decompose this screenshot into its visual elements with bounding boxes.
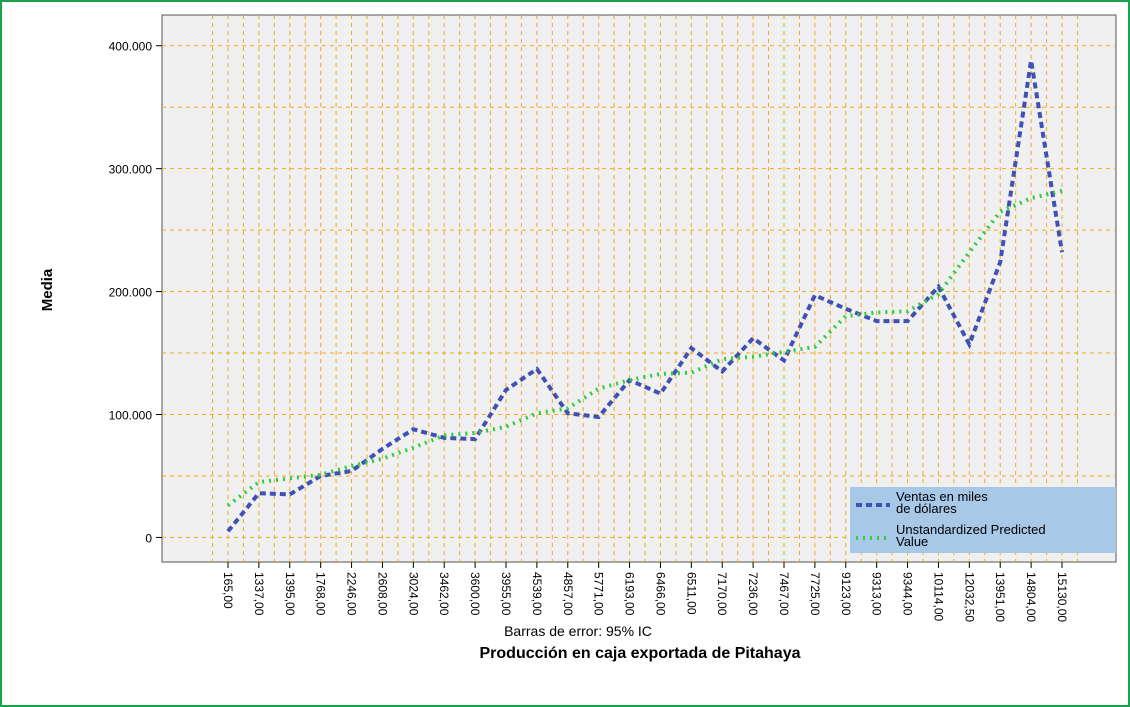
x-tick-label: 10114,00: [931, 572, 945, 621]
x-tick-label: 1337,00: [252, 572, 266, 616]
series-line: [226, 188, 1063, 508]
x-tick-label: 4857,00: [561, 572, 575, 616]
note: Barras de error: 95% IC: [504, 623, 652, 639]
x-tick-label: 15130,00: [1055, 572, 1069, 622]
x-tick-label: 9313,00: [870, 572, 884, 616]
y-tick-label: 400.000: [109, 40, 153, 54]
x-tick-label: 12032,50: [962, 572, 976, 622]
y-axis-label: Media: [39, 268, 56, 311]
x-tick-label: 7467,00: [777, 572, 791, 616]
x-tick-label: 3600,00: [468, 572, 482, 616]
y-tick-label: 100.000: [109, 408, 153, 422]
x-tick-label: 3462,00: [437, 572, 451, 616]
x-tick-label: 4539,00: [530, 572, 544, 616]
x-tick-label: 2246,00: [345, 572, 359, 616]
x-tick-label: 3955,00: [499, 572, 513, 616]
y-tick-label: 0: [145, 531, 152, 545]
x-tick-label: 9344,00: [901, 572, 915, 616]
legend-box: [850, 487, 1116, 553]
x-tick-label: 1768,00: [314, 572, 328, 616]
x-tick-label: 7236,00: [746, 572, 760, 616]
x-tick-label: 14804,00: [1024, 572, 1038, 622]
x-tick-label: 7725,00: [808, 572, 822, 616]
x-tick-label: 3024,00: [406, 572, 420, 616]
x-tick-label: 6466,00: [653, 572, 667, 616]
x-tick-label: 9123,00: [839, 572, 853, 616]
y-tick-label: 300.000: [109, 163, 153, 177]
x-tick-label: 13951,00: [993, 572, 1007, 622]
marks: [226, 60, 1064, 533]
grid: [162, 15, 1116, 562]
x-tick-label: 1395,00: [283, 572, 297, 616]
x-tick-label: 6193,00: [623, 572, 637, 616]
x-axis-label: Producción en caja exportada de Pitahaya: [480, 645, 801, 662]
y-tick-label: 200.000: [109, 286, 153, 300]
x-tick-label: 2608,00: [375, 572, 389, 616]
legend-label: Ventas en miles de dólares: [896, 489, 988, 516]
x-tick-label: 5771,00: [592, 572, 606, 616]
x-tick-label: 165,00: [221, 572, 235, 609]
x-tick-label: 7170,00: [715, 572, 729, 616]
x-tick-label: 6511,00: [684, 572, 698, 615]
series-line: [226, 60, 1064, 533]
legend-label: Unstandardized Predicted Value: [896, 522, 1046, 549]
